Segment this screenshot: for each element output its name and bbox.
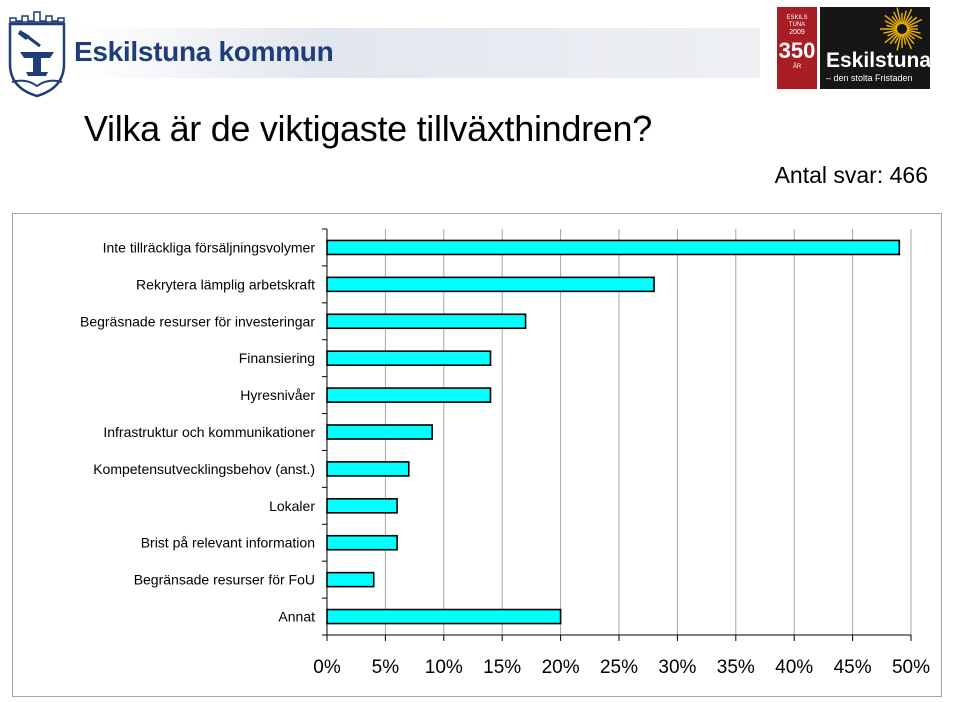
badge-line3: 2009	[789, 29, 805, 36]
brand-logo: Eskilstuna – den stolta Fristaden	[820, 7, 930, 89]
x-tick-label: 5%	[372, 657, 400, 678]
bar-chart: 0% 5% 10% 15% 20% 25% 30% 35% 40% 45% 50% Inte till…	[80, 228, 930, 678]
anniversary-badge: ESKILS TUNA 2009 350 ÅR	[777, 7, 817, 89]
badge-number: 350	[778, 38, 816, 63]
brand-name: Eskilstuna	[826, 49, 930, 72]
bar	[326, 239, 901, 256]
badge-line1: ESKILS	[786, 15, 808, 21]
slide-title: Vilka är de viktigaste tillväxthindren?	[84, 108, 652, 149]
category-label: Rekrytera lämplig arbetskraft	[136, 276, 315, 292]
x-tick-label: 25%	[600, 657, 638, 678]
x-tick-label: 20%	[542, 657, 580, 678]
x-tick-label: 30%	[658, 657, 696, 678]
bar	[326, 571, 375, 588]
header-band	[80, 28, 760, 78]
category-label: Infrastruktur och kommunikationer	[103, 424, 315, 440]
bar	[326, 534, 398, 551]
category-label: Annat	[278, 609, 315, 625]
bar	[326, 461, 410, 477]
category-label: Finansiering	[239, 350, 315, 366]
x-tick-label: 50%	[892, 657, 930, 678]
bar	[326, 313, 527, 330]
bar	[326, 608, 562, 625]
sunburst-icon	[880, 7, 923, 51]
x-tick-label: 35%	[717, 657, 755, 678]
badge-small: ÅR	[792, 64, 802, 70]
category-label: Lokaler	[269, 498, 315, 514]
category-label: Begränsade resurser för FoU	[134, 572, 315, 588]
x-tick-label: 40%	[775, 657, 813, 678]
category-label: Inte tillräckliga försäljningsvolymer	[103, 239, 316, 255]
x-tick-label: 0%	[313, 657, 341, 678]
municipality-crest-icon	[8, 11, 66, 98]
category-label: Begräsnade resurser för investeringar	[80, 313, 315, 329]
chart-frame: 0% 5% 10% 15% 20% 25% 30% 35% 40% 45% 50% Inte till…	[12, 213, 942, 697]
category-label: Kompetensutvecklingsbehov (anst.)	[93, 461, 315, 477]
x-tick-label: 45%	[834, 657, 872, 678]
brand-tagline: – den stolta Fristaden	[826, 73, 913, 83]
answer-count: Antal svar: 466	[774, 162, 928, 188]
bar	[326, 387, 492, 403]
bar	[326, 498, 398, 514]
badge-line2: TUNA	[788, 22, 806, 28]
bar	[326, 350, 492, 366]
x-tick-label: 15%	[483, 657, 521, 678]
bar	[326, 424, 433, 440]
x-tick-label: 10%	[425, 657, 463, 678]
category-label: Brist på relevant information	[141, 535, 315, 551]
category-label: Hyresnivåer	[240, 387, 315, 403]
org-name: Eskilstuna kommun	[74, 36, 334, 67]
bar	[326, 276, 655, 293]
